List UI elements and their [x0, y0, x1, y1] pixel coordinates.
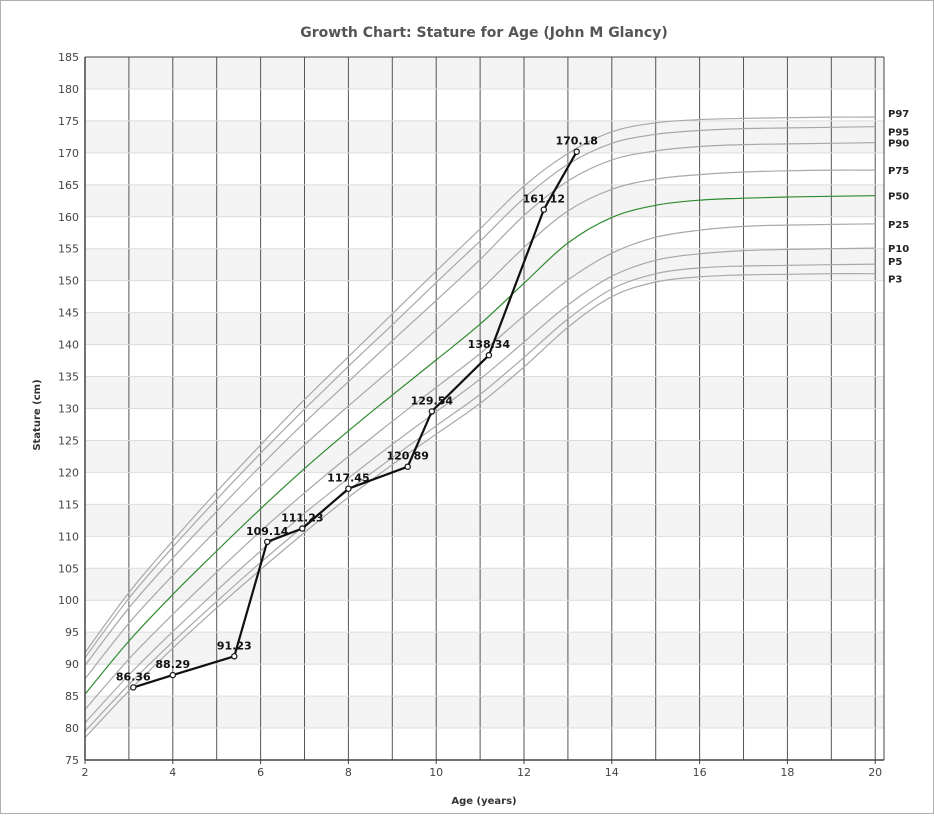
percentile-curve-p5: [84, 263, 876, 732]
plot-band: [85, 248, 884, 281]
y-tick-label: 75: [65, 754, 79, 767]
percentile-label-p90: P90: [888, 139, 909, 150]
y-tick-label: 180: [58, 83, 79, 96]
y-tick-label: 85: [65, 690, 79, 703]
data-label: 86.36: [116, 670, 151, 683]
y-tick-label: 80: [65, 722, 79, 735]
percentile-curve-p50: [84, 195, 876, 695]
x-tick-label: 10: [429, 766, 443, 779]
data-point: [540, 206, 548, 213]
x-tick-label: 2: [82, 766, 89, 779]
y-tick-label: 165: [58, 179, 79, 192]
percentile-label-p3: P3: [888, 275, 902, 286]
data-point: [130, 684, 137, 691]
y-tick-label: 155: [58, 243, 79, 256]
y-tick-label: 135: [58, 371, 79, 384]
plot-band: [85, 312, 884, 345]
y-tick-label: 145: [58, 307, 79, 320]
x-tick-label: 8: [345, 766, 352, 779]
y-tick-label: 115: [58, 498, 79, 511]
x-tick-label: 4: [169, 766, 176, 779]
plot-band: [85, 184, 884, 217]
x-tick-label: 20: [868, 766, 882, 779]
x-tick-label: 14: [605, 766, 619, 779]
plot-band: [85, 120, 884, 153]
percentile-label-p95: P95: [888, 128, 909, 139]
data-point: [345, 485, 352, 492]
plot-band: [85, 376, 884, 409]
data-label: 161.12: [523, 193, 565, 206]
percentile-curve-p97: [84, 116, 876, 653]
x-axis-title: Age (years): [451, 796, 516, 807]
percentile-label-p50: P50: [888, 192, 909, 203]
data-label: 109.14: [246, 525, 289, 538]
percentile-curve-p90: [84, 142, 876, 666]
percentile-label-p10: P10: [888, 244, 909, 255]
percentile-curves: [84, 116, 876, 739]
data-point: [264, 538, 271, 546]
plot-bands: [85, 57, 884, 760]
data-point: [299, 525, 306, 532]
y-tick-label: 105: [58, 562, 79, 575]
data-point: [428, 408, 435, 415]
data-label: 170.18: [555, 135, 597, 148]
percentile-curve-p75: [84, 169, 876, 680]
y-tick-label: 110: [58, 530, 79, 543]
percentile-label-p25: P25: [888, 220, 909, 231]
plot-band: [85, 57, 884, 89]
y-tick-label: 130: [58, 403, 79, 416]
percentile-label-p97: P97: [888, 109, 909, 120]
y-tick-label: 175: [58, 115, 79, 128]
y-axis-title: Stature (cm): [32, 379, 43, 450]
x-tick-label: 12: [517, 766, 531, 779]
plot-band: [85, 568, 884, 601]
y-tick-label: 150: [58, 275, 79, 288]
plot-band: [85, 504, 884, 537]
x-tick-labels: 2 4 6 8 10 12 14 16 18 20: [82, 760, 882, 779]
percentile-curve-p95: [84, 126, 876, 659]
data-point: [169, 671, 176, 679]
percentile-curve-p3: [84, 273, 876, 739]
data-label: 88.29: [155, 658, 190, 671]
y-tick-label: 170: [58, 147, 79, 160]
data-label: 138.34: [468, 338, 511, 351]
y-tick-label: 185: [58, 51, 79, 64]
chart-title: Growth Chart: Stature for Age (John M Gl…: [300, 25, 667, 41]
data-point: [573, 148, 580, 155]
y-tick-label: 100: [58, 594, 79, 607]
percentile-curve-p25: [84, 223, 876, 710]
data-label: 120.89: [386, 450, 428, 463]
data-point: [485, 352, 493, 359]
y-tick-label: 95: [65, 626, 79, 639]
plot-band: [85, 696, 884, 729]
x-tick-label: 6: [257, 766, 264, 779]
percentile-label-p75: P75: [888, 166, 909, 177]
y-tick-labels: 75 80 85 90 95 100 105 110 115 120 125 130 135 140 145…: [58, 51, 79, 767]
percentile-curve-p10: [84, 247, 876, 724]
patient-points: [130, 148, 580, 691]
axes: [84, 56, 885, 761]
data-label: 129.54: [411, 394, 454, 407]
percentile-label-p5: P5: [888, 257, 902, 268]
y-tick-label: 125: [58, 435, 79, 448]
plot-band: [85, 632, 884, 665]
data-label: 117.45: [327, 472, 369, 485]
data-label: 111.23: [281, 512, 323, 525]
y-tick-label: 120: [58, 466, 79, 479]
x-tick-label: 18: [780, 766, 794, 779]
data-point: [231, 653, 238, 660]
y-tick-label: 160: [58, 211, 79, 224]
plot-band: [85, 440, 884, 473]
y-tick-label: 90: [65, 658, 79, 671]
data-point: [404, 463, 411, 470]
x-tick-label: 16: [693, 766, 707, 779]
y-tick-label: 140: [58, 339, 79, 352]
data-label: 91.23: [217, 639, 252, 652]
